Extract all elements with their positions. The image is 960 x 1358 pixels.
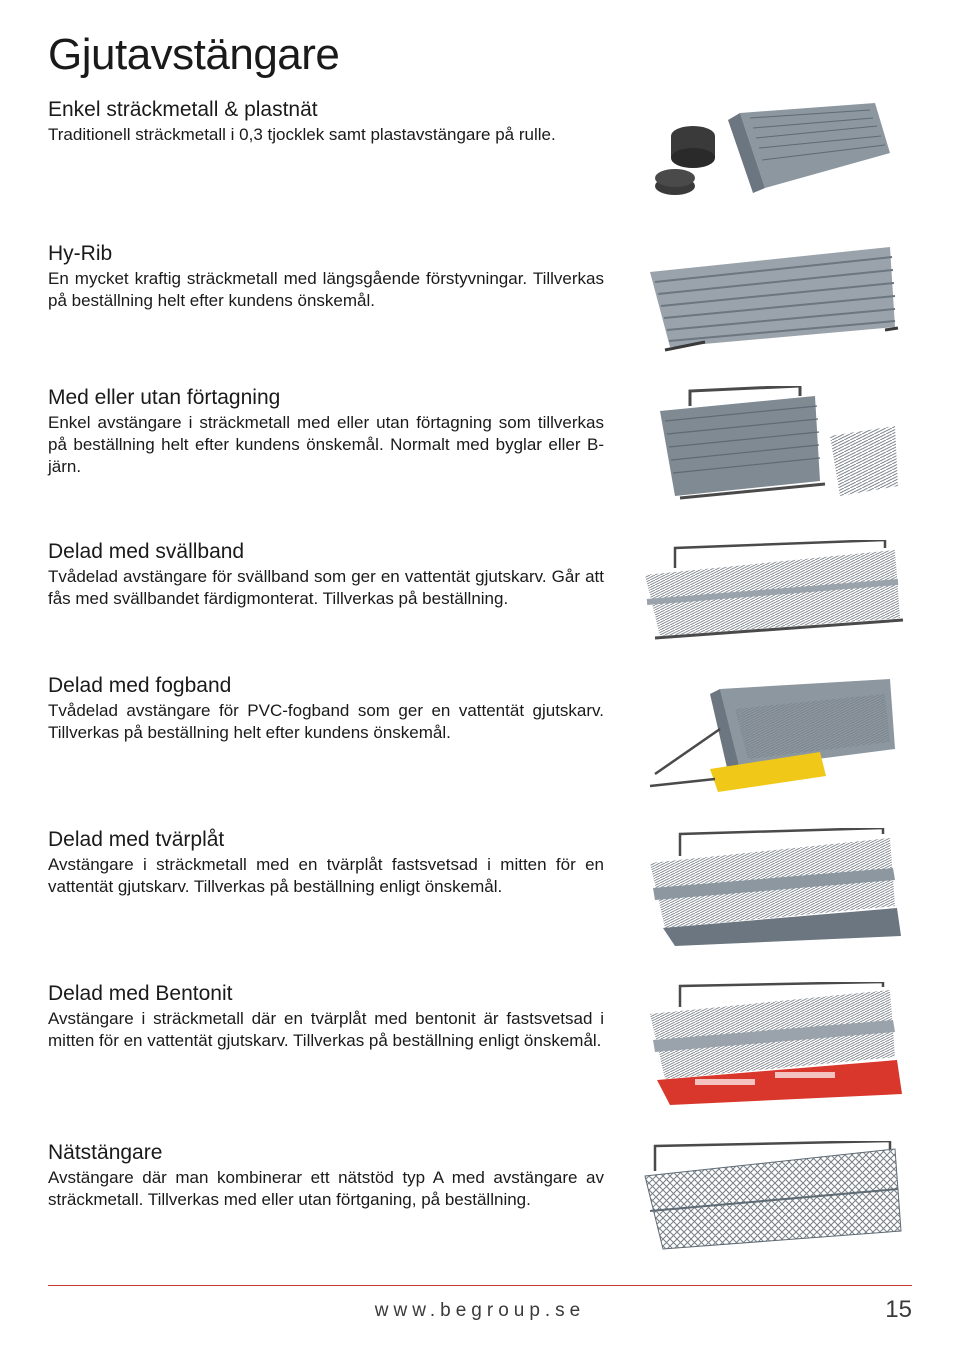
section-tvarplat: Delad med tvärplåt Avstängare i sträckme… xyxy=(48,828,912,948)
product-image-rolls xyxy=(628,98,912,208)
section-title: Nätstängare xyxy=(48,1141,604,1165)
section-title: Delad med svällband xyxy=(48,540,604,564)
section-fortagning: Med eller utan förtagning Enkel avstänga… xyxy=(48,386,912,506)
page-title: Gjutavstängare xyxy=(48,30,912,80)
product-image-fogband xyxy=(628,674,912,794)
section-body: En mycket kraftig sträckmetall med längs… xyxy=(48,268,604,312)
product-image-svallband xyxy=(628,540,912,640)
section-body: Traditionell sträckmetall i 0,3 tjocklek… xyxy=(48,124,604,146)
section-body: Avstängare i sträckmetall där en tvärplå… xyxy=(48,1008,604,1052)
section-title: Hy-Rib xyxy=(48,242,604,266)
product-image-bracket xyxy=(628,386,912,506)
section-title: Delad med fogband xyxy=(48,674,604,698)
footer-url: www.begroup.se xyxy=(375,1300,585,1322)
page-number: 15 xyxy=(885,1296,912,1324)
section-title: Delad med tvärplåt xyxy=(48,828,604,852)
section-svallband: Delad med svällband Tvådelad avstängare … xyxy=(48,540,912,640)
section-enkel: Enkel sträckmetall & plastnät Traditione… xyxy=(48,98,912,208)
section-fogband: Delad med fogband Tvådelad avstängare fö… xyxy=(48,674,912,794)
product-image-mesh xyxy=(628,1141,912,1251)
product-image-tvarplat xyxy=(628,828,912,948)
section-body: Enkel avstängare i sträckmetall med elle… xyxy=(48,412,604,477)
section-body: Tvådelad avstängare för PVC-fogband som … xyxy=(48,700,604,744)
section-hyrib: Hy-Rib En mycket kraftig sträckmetall me… xyxy=(48,242,912,352)
section-title: Enkel sträckmetall & plastnät xyxy=(48,98,604,122)
product-image-hyrib xyxy=(628,242,912,352)
section-natstangare: Nätstängare Avstängare där man kombinera… xyxy=(48,1141,912,1251)
section-body: Avstängare i sträckmetall med en tvärplå… xyxy=(48,854,604,898)
section-body: Tvådelad avstängare för svällband som ge… xyxy=(48,566,604,610)
section-bentonit: Delad med Bentonit Avstängare i sträckme… xyxy=(48,982,912,1107)
section-title: Delad med Bentonit xyxy=(48,982,604,1006)
section-title: Med eller utan förtagning xyxy=(48,386,604,410)
page-footer: www.begroup.se 15 xyxy=(48,1285,912,1322)
product-image-bentonit xyxy=(628,982,912,1107)
section-body: Avstängare där man kombinerar ett nätstö… xyxy=(48,1167,604,1211)
